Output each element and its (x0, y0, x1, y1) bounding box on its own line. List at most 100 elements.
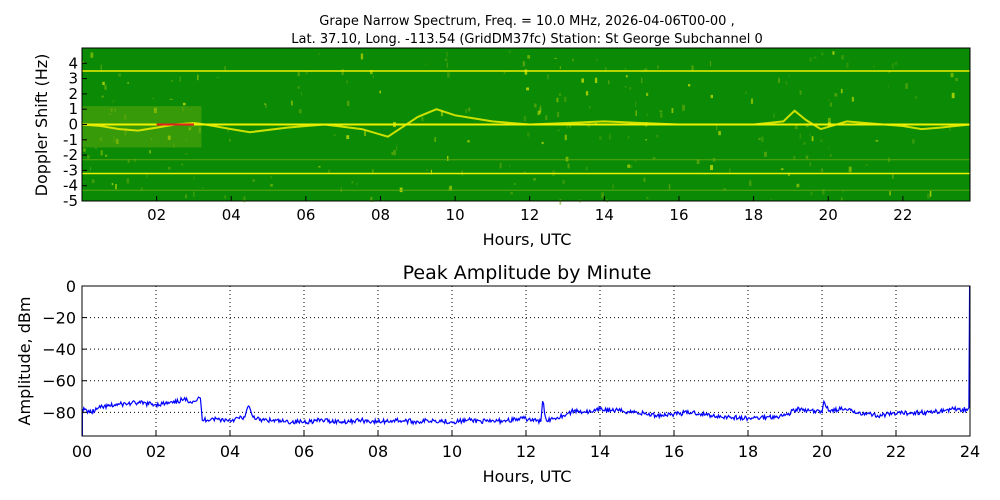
spectrogram-title-line1: Grape Narrow Spectrum, Freq. = 10.0 MHz,… (319, 14, 734, 29)
noise-speck (522, 61, 525, 67)
amplitude-x-tick-label: 10 (442, 442, 462, 461)
noise-speck (894, 61, 898, 65)
noise-speck (794, 124, 798, 130)
noise-speck (526, 87, 529, 91)
noise-speck (95, 147, 97, 150)
amplitude-frame (81, 285, 971, 437)
noise-speck (718, 131, 721, 136)
noise-speck (834, 93, 838, 97)
noise-speck (729, 168, 731, 174)
noise-speck (646, 92, 649, 96)
noise-speck (104, 85, 107, 90)
noise-speck (127, 82, 129, 84)
noise-speck (559, 199, 562, 205)
noise-speck (624, 68, 627, 70)
noise-speck (820, 139, 823, 143)
amplitude-x-tick-label: 12 (516, 442, 536, 461)
noise-speck (569, 124, 571, 128)
noise-speck (202, 187, 204, 189)
spectrogram-y-tick-label: 3 (68, 70, 78, 88)
noise-speck (710, 94, 713, 99)
noise-speck (828, 99, 830, 101)
noise-speck (851, 96, 854, 102)
noise-speck (764, 151, 767, 157)
noise-speck (185, 138, 187, 142)
noise-speck (581, 78, 584, 83)
noise-speck (660, 113, 663, 118)
noise-speck (558, 93, 561, 96)
noise-speck (848, 166, 852, 173)
spectrogram-x-tick-label: 20 (819, 206, 838, 224)
spectrogram-x-label: Hours, UTC (483, 230, 572, 249)
noise-speck (524, 69, 528, 75)
noise-speck (842, 189, 844, 193)
noise-speck (605, 67, 607, 72)
noise-speck (949, 127, 951, 132)
noise-speck (467, 140, 470, 143)
noise-speck (90, 167, 92, 171)
spectrogram-x-tick-label: 02 (147, 206, 166, 224)
noise-speck (634, 159, 637, 163)
noise-speck (216, 76, 220, 79)
noise-speck (645, 68, 648, 72)
spectrogram-y-tick-label: 1 (68, 100, 78, 118)
noise-speck (635, 101, 637, 107)
noise-speck (333, 134, 336, 136)
noise-speck (799, 133, 801, 139)
noise-speck (564, 96, 567, 102)
noise-speck (318, 53, 320, 55)
amplitude-x-tick-label: 24 (960, 442, 980, 461)
noise-speck (624, 86, 628, 88)
noise-speck (395, 145, 398, 151)
noise-speck (224, 66, 226, 71)
spectrogram-title-line2: Lat. 37.10, Long. -113.54 (GridDM37fc) S… (291, 32, 762, 47)
noise-speck (534, 103, 537, 108)
noise-speck (83, 148, 86, 152)
noise-speck (888, 85, 890, 88)
noise-speck (124, 129, 127, 136)
noise-speck (341, 69, 344, 75)
noise-speck (758, 137, 761, 140)
noise-speck (193, 191, 195, 197)
noise-speck (546, 74, 550, 80)
noise-speck (657, 65, 659, 69)
noise-speck (110, 108, 113, 112)
noise-speck (652, 157, 656, 160)
spectrogram-y-tick-label: -3 (63, 161, 78, 179)
noise-speck (627, 136, 630, 139)
spectrogram-y-tick-label: 4 (68, 54, 78, 72)
noise-speck (100, 64, 102, 71)
noise-speck (599, 136, 602, 140)
noise-speck (149, 150, 151, 154)
noise-speck (682, 104, 685, 111)
noise-speck (793, 155, 796, 161)
noise-speck (668, 184, 671, 190)
noise-speck (785, 81, 788, 86)
noise-speck (370, 196, 373, 202)
noise-speck (297, 86, 300, 89)
noise-speck (912, 139, 915, 144)
noise-speck (182, 106, 185, 111)
noise-speck (809, 57, 812, 62)
noise-speck (641, 77, 643, 84)
noise-speck (788, 172, 790, 176)
noise-speck (596, 58, 598, 61)
noise-speck (101, 95, 104, 98)
amplitude-y-tick-label: −20 (42, 309, 76, 328)
spectrogram-y-tick-label: -2 (63, 146, 78, 164)
noise-speck (608, 80, 610, 85)
noise-speck (723, 188, 726, 190)
noise-speck (627, 164, 631, 168)
amplitude-grid (82, 286, 970, 436)
noise-speck (840, 88, 843, 94)
noise-speck (629, 164, 633, 169)
spectrogram-x-tick-label: 14 (595, 206, 614, 224)
noise-speck (229, 138, 231, 142)
noise-speck (749, 180, 752, 187)
noise-speck (173, 143, 175, 149)
noise-speck (820, 168, 823, 173)
noise-speck (554, 57, 557, 59)
noise-speck (508, 50, 511, 54)
noise-speck (393, 149, 396, 156)
noise-speck (126, 178, 130, 184)
